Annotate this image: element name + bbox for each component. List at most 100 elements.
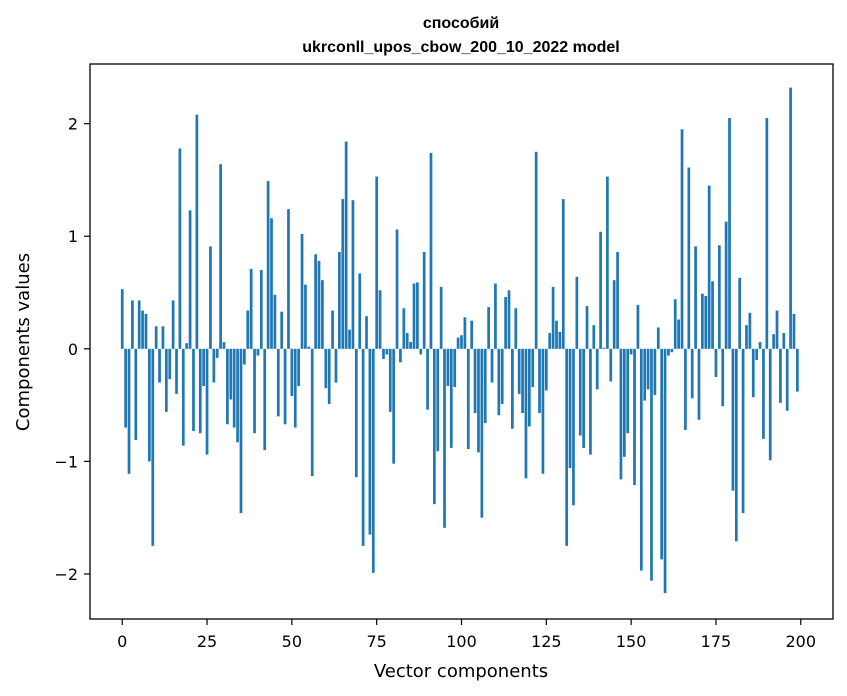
bar [246, 310, 250, 349]
bar [399, 348, 402, 363]
bar [144, 313, 148, 349]
bar [161, 326, 165, 349]
bar [331, 310, 334, 349]
bar [622, 348, 626, 457]
bar [528, 348, 531, 427]
x-tick-label: 100 [446, 632, 477, 651]
bar [507, 290, 511, 349]
bar [711, 281, 714, 349]
bar [782, 333, 786, 349]
bar [460, 335, 463, 349]
bar [609, 348, 613, 382]
bar [687, 167, 691, 349]
chart-title-line2: ukrconll_upos_cbow_200_10_2022 model [302, 39, 619, 56]
bar [694, 246, 697, 349]
bar [738, 277, 742, 349]
bar [548, 333, 552, 349]
bar [589, 348, 592, 455]
bar [124, 348, 127, 428]
bar [202, 348, 206, 386]
bar [314, 254, 317, 349]
bar [392, 348, 395, 464]
bar [195, 114, 199, 349]
bar [310, 348, 314, 477]
bar [636, 304, 640, 349]
bar [717, 245, 721, 349]
bar [633, 348, 636, 486]
y-tick-label: 0 [68, 340, 78, 359]
bar [154, 326, 158, 349]
bar [168, 348, 172, 380]
x-tick-label: 50 [282, 632, 302, 651]
bar [762, 348, 765, 439]
bar [755, 348, 759, 361]
bar [127, 348, 131, 474]
bar [266, 181, 270, 349]
bar [565, 348, 569, 546]
bar [324, 348, 328, 389]
bar [480, 348, 484, 518]
bar [500, 348, 504, 404]
bar [361, 348, 365, 546]
bar [249, 268, 253, 349]
bar [765, 118, 769, 349]
bar [595, 348, 599, 390]
y-axis-ticks: −2 −1 0 1 2 [54, 115, 90, 584]
bar [663, 348, 667, 594]
bar [290, 348, 294, 397]
bar [521, 348, 524, 413]
bar [388, 348, 392, 412]
bar [120, 289, 124, 349]
bar [365, 316, 368, 349]
bar [395, 229, 399, 349]
bar [758, 342, 762, 349]
x-tick-label: 150 [616, 632, 647, 651]
bar [327, 348, 331, 404]
bar [148, 348, 151, 462]
bar [293, 348, 297, 428]
bar [606, 176, 609, 349]
bar [494, 283, 497, 349]
x-tick-label: 200 [785, 632, 816, 651]
bar [375, 176, 379, 349]
bar [354, 348, 358, 478]
bar [402, 308, 406, 349]
bar [541, 348, 545, 474]
bar [470, 320, 474, 349]
bar [779, 348, 782, 403]
bar [212, 348, 216, 383]
bar [181, 348, 185, 446]
bar [300, 233, 304, 349]
bar [724, 221, 728, 349]
bar [188, 210, 192, 349]
bar [561, 199, 565, 349]
bar [344, 141, 348, 349]
x-tick-label: 175 [701, 632, 732, 651]
bar [575, 276, 579, 349]
bar [232, 348, 236, 428]
bar [382, 348, 385, 359]
bar [175, 348, 178, 394]
bar [667, 348, 670, 356]
bar [714, 348, 718, 377]
y-axis-label: Components values [13, 253, 34, 431]
y-tick-label: −1 [54, 452, 78, 471]
bar [619, 348, 623, 480]
bar [263, 348, 267, 451]
bar [219, 164, 222, 349]
y-tick-label: −2 [54, 565, 78, 584]
bar [639, 348, 643, 571]
bar [544, 348, 548, 391]
bar [751, 348, 755, 398]
bar [728, 118, 731, 349]
bar [348, 329, 351, 349]
bar [690, 348, 694, 399]
bar [276, 348, 280, 417]
bar [612, 280, 616, 349]
bar [534, 151, 538, 349]
bar [280, 311, 284, 349]
bar [178, 148, 182, 349]
bar [768, 348, 772, 461]
bar [283, 348, 287, 425]
